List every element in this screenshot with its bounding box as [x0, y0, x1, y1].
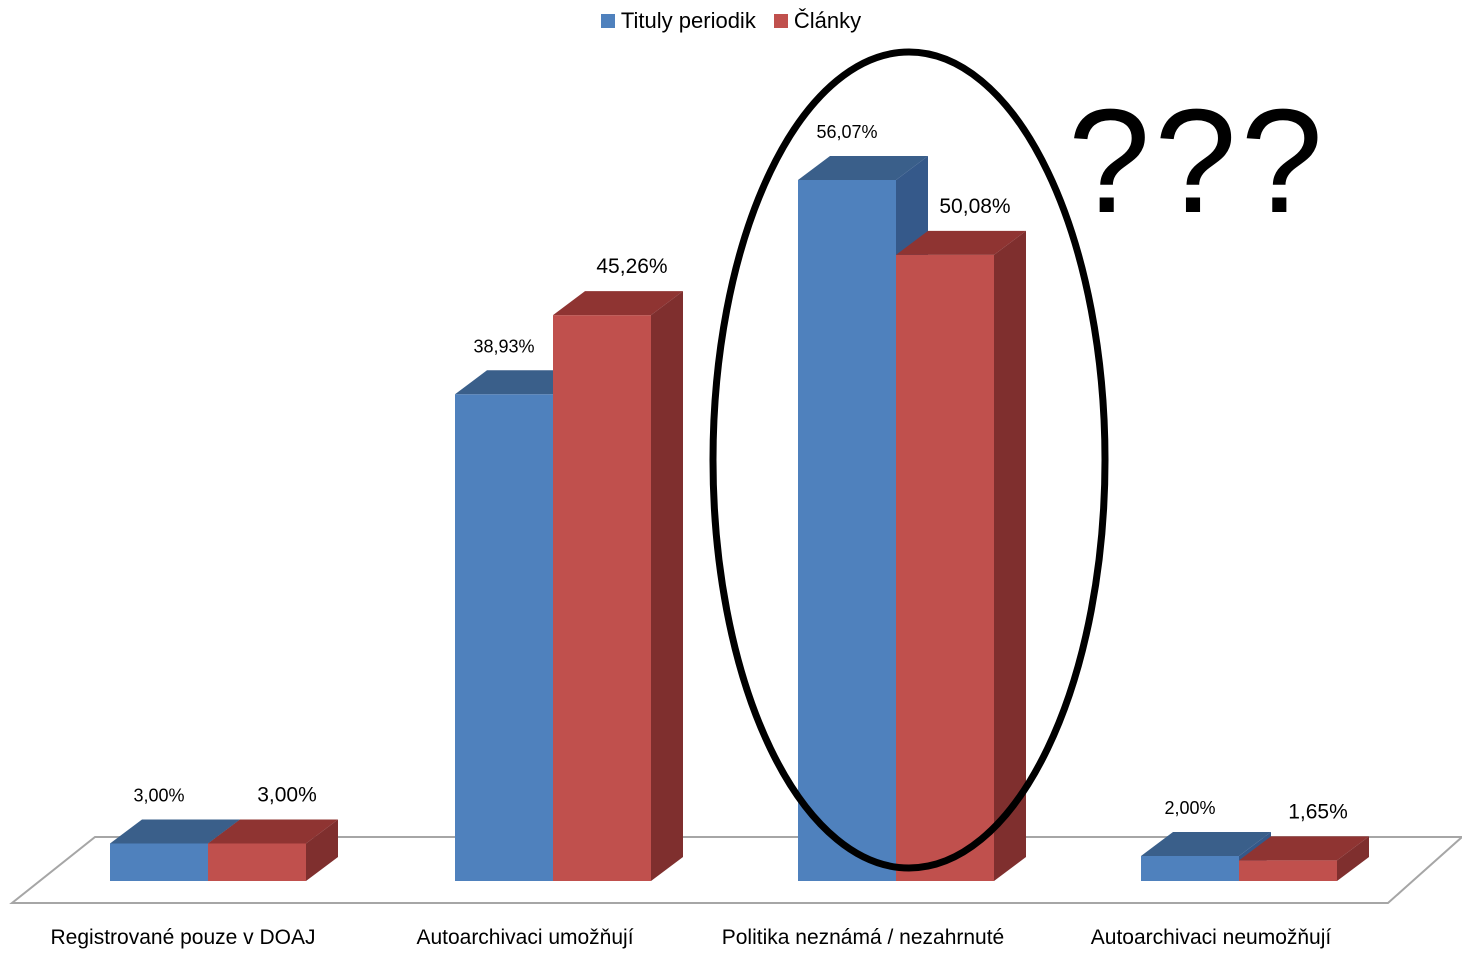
value-label-1-0: 3,00% [257, 783, 317, 806]
bar-top-1-0 [208, 819, 338, 844]
bar-side-1-1 [651, 291, 683, 881]
bar-1-3 [1239, 860, 1337, 881]
category-label-registrovane: Registrované pouze v DOAJ [50, 926, 316, 949]
value-label-0-0: 3,00% [133, 785, 184, 805]
legend-item-tituly: Tituly periodik [600, 8, 756, 34]
legend-item-clanky: Články [773, 8, 862, 34]
bar-0-3 [1141, 855, 1239, 881]
bar-1-2 [896, 254, 994, 881]
bar-top-1-2 [896, 230, 1026, 255]
bar-side-1-0 [306, 819, 338, 881]
value-label-0-1: 38,93% [473, 336, 534, 356]
bar-top-0-1 [455, 370, 585, 395]
value-label-0-2: 56,07% [816, 122, 877, 142]
bar-1-0 [208, 843, 306, 881]
bar-0-2 [798, 180, 896, 881]
bar-top-1-3 [1239, 836, 1369, 861]
bar-top-0-3 [1141, 831, 1271, 856]
category-label-neumoznuji: Autoarchivaci neumožňují [1090, 926, 1332, 949]
bar-0-1 [455, 394, 553, 881]
bar-top-0-0 [110, 819, 240, 844]
legend-swatch-clanky [773, 14, 788, 28]
category-label-umoznuji: Autoarchivaci umožňují [416, 926, 634, 949]
value-label-1-2: 50,08% [939, 195, 1010, 218]
category-label-neznama: Politika neznámá / nezahrnuté [721, 926, 1005, 949]
legend: Tituly periodik Články [0, 8, 1462, 34]
highlight-ellipse [709, 48, 1109, 872]
bar-0-0 [110, 843, 208, 881]
bar-1-1 [553, 315, 651, 881]
value-label-1-1: 45,26% [596, 255, 667, 278]
value-label-0-3: 2,00% [1164, 798, 1215, 818]
legend-swatch-tituly [600, 14, 615, 28]
question-marks-annotation: ??? [1068, 79, 1327, 244]
bar-top-0-2 [798, 156, 928, 180]
legend-label-tituly: Tituly periodik [620, 8, 756, 33]
legend-label-clanky: Články [793, 8, 862, 33]
bar-top-1-1 [553, 291, 683, 316]
bar-side-1-2 [994, 230, 1026, 881]
bar-side-1-3 [1337, 836, 1369, 881]
value-label-1-3: 1,65% [1288, 800, 1348, 823]
